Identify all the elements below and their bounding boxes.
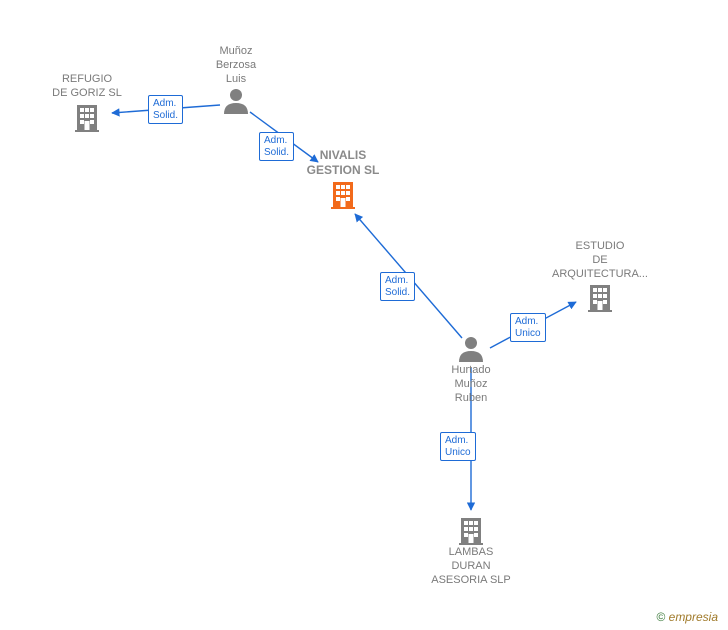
edge-label: Adm. Solid. [148,95,183,124]
node-label: Hurtado Muñoz Ruben [421,364,521,405]
edge-label: Adm. Unico [510,313,546,342]
node-hurtado: Hurtado Muñoz Ruben [421,334,521,405]
node-estudio: ESTUDIO DE ARQUITECTURA... [550,240,650,313]
node-munoz: Muñoz Berzosa Luis [186,45,286,116]
node-lambas: LAMBAS DURAN ASESORIA SLP [421,514,521,587]
watermark-text: mpresia [675,610,718,624]
building-icon [37,101,137,133]
node-label: REFUGIO DE GORIZ SL [37,73,137,101]
edge-label: Adm. Solid. [380,272,415,301]
edge-label: Adm. Unico [440,432,476,461]
node-label: LAMBAS DURAN ASESORIA SLP [421,546,521,587]
copyright-symbol: © [656,610,665,624]
building-icon [550,281,650,313]
node-label: ESTUDIO DE ARQUITECTURA... [550,240,650,281]
building-icon [293,178,393,210]
watermark: © empresia [656,610,718,624]
node-refugio: REFUGIO DE GORIZ SL [37,73,137,133]
edge-label: Adm. Solid. [259,132,294,161]
node-nivalis: NIVALIS GESTION SL [293,148,393,210]
person-icon [421,334,521,364]
node-label: NIVALIS GESTION SL [293,148,393,178]
building-icon [421,514,521,546]
person-icon [186,86,286,116]
node-label: Muñoz Berzosa Luis [186,45,286,86]
